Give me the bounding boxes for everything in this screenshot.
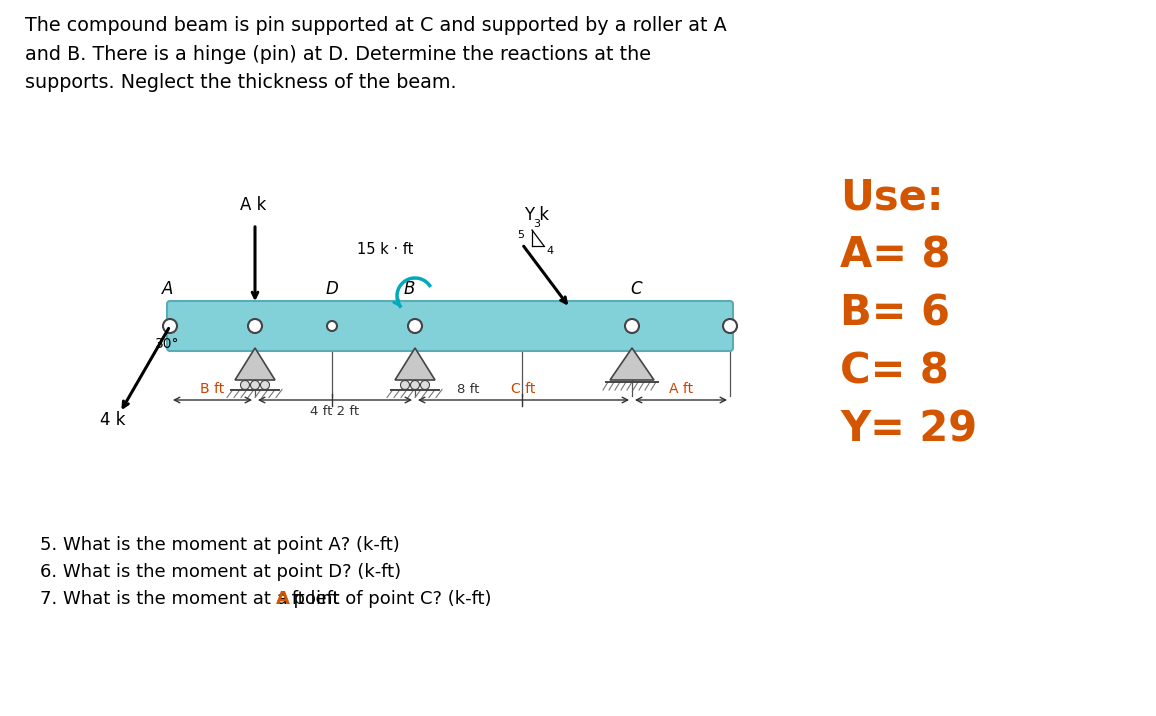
Text: B ft: B ft <box>200 382 224 396</box>
Circle shape <box>249 319 262 333</box>
Text: Y k: Y k <box>524 206 549 224</box>
Text: B: B <box>403 280 415 298</box>
Text: Use:: Use: <box>840 176 943 218</box>
Text: 30°: 30° <box>155 337 179 351</box>
Text: 15 k · ft: 15 k · ft <box>357 242 414 257</box>
Text: A ft: A ft <box>669 382 694 396</box>
Text: 3: 3 <box>534 219 541 229</box>
Text: C= 8: C= 8 <box>840 350 949 392</box>
Text: A= 8: A= 8 <box>840 234 950 276</box>
Polygon shape <box>235 348 275 380</box>
Text: Y= 29: Y= 29 <box>840 408 977 450</box>
Text: B= 6: B= 6 <box>840 292 950 334</box>
Circle shape <box>240 380 250 390</box>
Circle shape <box>625 319 639 333</box>
Text: ft left of point C? (k-ft): ft left of point C? (k-ft) <box>286 590 491 608</box>
Polygon shape <box>610 348 654 380</box>
Circle shape <box>421 380 430 390</box>
Text: D: D <box>326 280 339 298</box>
Text: A: A <box>276 590 290 608</box>
Text: C: C <box>630 280 642 298</box>
Text: 7. What is the moment at a point: 7. What is the moment at a point <box>40 590 346 608</box>
Circle shape <box>163 319 177 333</box>
Text: 8 ft: 8 ft <box>458 383 480 396</box>
Text: 4: 4 <box>546 246 553 256</box>
Text: 4 ft 2 ft: 4 ft 2 ft <box>311 405 360 418</box>
Circle shape <box>327 321 338 331</box>
Circle shape <box>251 380 259 390</box>
Text: 5: 5 <box>517 230 524 240</box>
Text: A k: A k <box>239 196 266 214</box>
Polygon shape <box>395 348 435 380</box>
Text: 6. What is the moment at point D? (k-ft): 6. What is the moment at point D? (k-ft) <box>40 563 401 581</box>
Circle shape <box>722 319 738 333</box>
Text: A: A <box>162 280 173 298</box>
Circle shape <box>260 380 269 390</box>
Text: The compound beam is pin supported at C and supported by a roller at A
and B. Th: The compound beam is pin supported at C … <box>25 16 727 92</box>
Text: 5. What is the moment at point A? (k-ft): 5. What is the moment at point A? (k-ft) <box>40 536 400 554</box>
Circle shape <box>410 380 420 390</box>
FancyBboxPatch shape <box>166 301 733 351</box>
Text: 4 k: 4 k <box>101 410 126 429</box>
Text: C ft: C ft <box>511 382 535 396</box>
Circle shape <box>408 319 422 333</box>
Circle shape <box>400 380 409 390</box>
